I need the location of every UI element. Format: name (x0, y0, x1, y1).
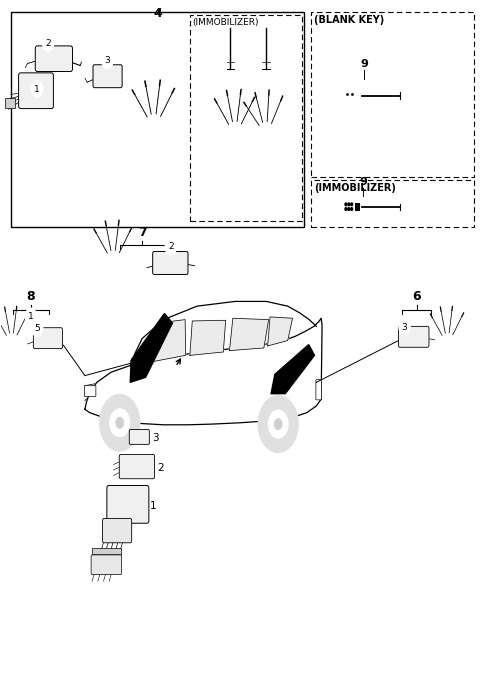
Circle shape (345, 208, 347, 211)
Circle shape (351, 203, 353, 206)
Circle shape (32, 81, 43, 97)
Text: 3: 3 (402, 322, 408, 332)
Circle shape (351, 208, 353, 211)
Circle shape (345, 203, 347, 206)
Circle shape (258, 396, 298, 452)
Polygon shape (229, 318, 269, 351)
Text: 2: 2 (157, 463, 164, 473)
Circle shape (32, 320, 43, 336)
Circle shape (165, 239, 177, 255)
Circle shape (348, 203, 350, 206)
Circle shape (100, 395, 140, 451)
Text: 8: 8 (27, 290, 36, 303)
Text: 6: 6 (412, 290, 421, 303)
Text: (BLANK KEY): (BLANK KEY) (314, 15, 384, 25)
Text: 9: 9 (359, 177, 367, 187)
Text: 1: 1 (34, 85, 40, 93)
Text: 2: 2 (168, 242, 174, 251)
Circle shape (399, 319, 410, 335)
Circle shape (336, 188, 362, 226)
Text: 3: 3 (152, 433, 158, 443)
FancyBboxPatch shape (84, 386, 96, 397)
Text: 1: 1 (28, 311, 34, 321)
FancyBboxPatch shape (103, 519, 132, 543)
Circle shape (338, 79, 362, 112)
Text: 5: 5 (34, 324, 40, 333)
Text: (IMMOBILIZER): (IMMOBILIZER) (314, 183, 396, 194)
Text: 9: 9 (360, 59, 368, 69)
Bar (11, 12, 304, 227)
Polygon shape (268, 317, 292, 346)
Circle shape (274, 418, 282, 430)
Text: 7: 7 (138, 225, 146, 239)
Bar (190, 15, 302, 221)
Circle shape (25, 308, 36, 324)
Circle shape (348, 208, 350, 211)
Bar (5, 98, 15, 108)
Circle shape (102, 53, 113, 69)
Polygon shape (85, 318, 322, 424)
Circle shape (42, 35, 54, 51)
FancyBboxPatch shape (119, 454, 155, 479)
Polygon shape (142, 320, 186, 364)
FancyBboxPatch shape (153, 252, 188, 274)
Bar (92, 548, 120, 554)
Circle shape (340, 195, 358, 219)
FancyBboxPatch shape (398, 326, 429, 347)
FancyBboxPatch shape (19, 73, 53, 108)
Text: 4: 4 (153, 7, 162, 20)
Polygon shape (190, 320, 226, 355)
Bar (311, 180, 474, 227)
FancyBboxPatch shape (129, 429, 149, 444)
Circle shape (268, 410, 288, 438)
FancyBboxPatch shape (34, 328, 62, 349)
Bar (355, 203, 360, 211)
Text: 2: 2 (45, 39, 51, 47)
Circle shape (110, 409, 130, 437)
FancyBboxPatch shape (91, 555, 121, 575)
FancyBboxPatch shape (35, 46, 72, 72)
Text: 3: 3 (105, 56, 110, 65)
FancyBboxPatch shape (107, 485, 149, 523)
Polygon shape (130, 313, 172, 383)
Circle shape (142, 357, 152, 371)
FancyBboxPatch shape (316, 380, 322, 400)
Text: 1: 1 (150, 501, 157, 510)
FancyBboxPatch shape (93, 65, 122, 88)
Polygon shape (271, 345, 314, 394)
Bar (311, 12, 474, 177)
Text: (IMMOBILIZER): (IMMOBILIZER) (192, 18, 259, 27)
Circle shape (116, 417, 124, 429)
Circle shape (342, 85, 358, 106)
